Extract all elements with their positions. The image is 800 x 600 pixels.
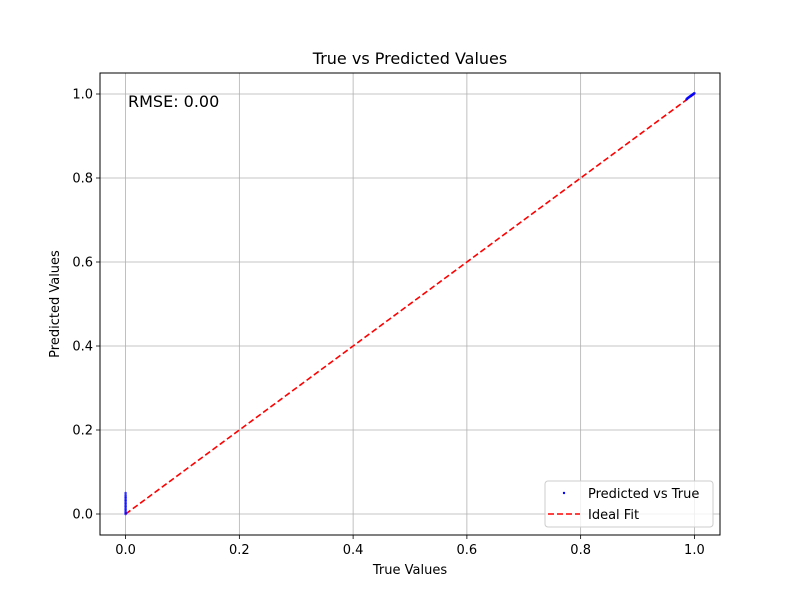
x-tick-label: 0.2 [229, 543, 250, 558]
y-tick-label: 1.0 [72, 88, 93, 103]
rmse-annotation: RMSE: 0.00 [128, 92, 219, 111]
ideal-fit-line [125, 93, 695, 515]
legend-box [544, 480, 714, 528]
y-axis-label: Predicted Values [48, 250, 63, 358]
y-tick-label: 0.2 [72, 424, 93, 439]
y-tick-label: 0.4 [72, 340, 93, 355]
grid-lines [100, 73, 720, 535]
x-tick-label: 0.6 [457, 543, 478, 558]
y-axis-ticks: 0.0 0.2 0.4 0.6 0.8 1.0 [72, 88, 100, 523]
data-point [693, 91, 696, 95]
legend-marker-predicted [562, 491, 566, 495]
y-tick-label: 0.6 [72, 256, 93, 271]
x-tick-label: 0.0 [115, 543, 136, 558]
plot-frame [99, 72, 721, 536]
y-tick-label: 0.8 [72, 172, 93, 187]
legend: Predicted vs True Ideal Fit [544, 480, 714, 528]
x-tick-label: 0.4 [343, 543, 364, 558]
scatter-points [124, 91, 696, 516]
legend-label-ideal: Ideal Fit [588, 508, 639, 523]
x-tick-label: 1.0 [684, 543, 705, 558]
legend-label-predicted: Predicted vs True [588, 487, 699, 502]
x-axis-ticks: 0.0 0.2 0.4 0.6 0.8 1.0 [115, 535, 705, 558]
y-tick-label: 0.0 [72, 508, 93, 523]
x-axis-label: True Values [372, 563, 447, 578]
x-tick-label: 0.8 [570, 543, 591, 558]
chart-title: True vs Predicted Values [312, 49, 507, 68]
data-point [124, 493, 127, 497]
data-point [124, 491, 127, 495]
